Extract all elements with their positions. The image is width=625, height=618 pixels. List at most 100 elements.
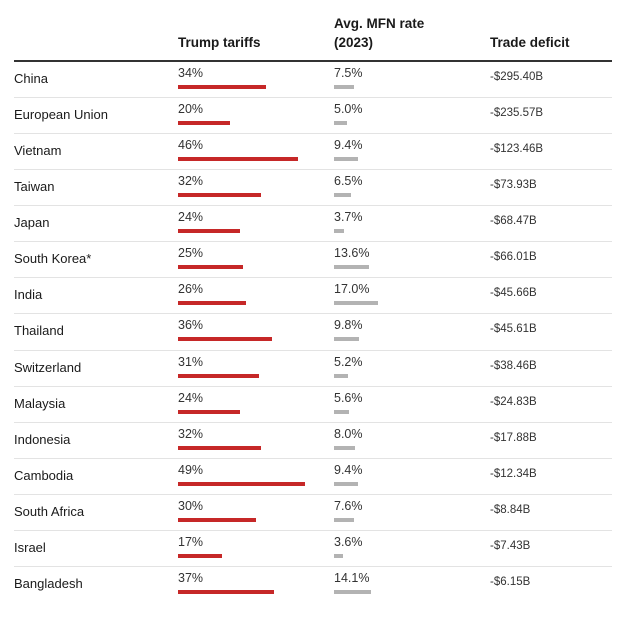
- table-row: Indonesia 32% 8.0% -$17.88B: [14, 423, 612, 459]
- table-row: Israel 17% 3.6% -$7.43B: [14, 531, 612, 567]
- country-name: Cambodia: [14, 467, 74, 483]
- country-name: Thailand: [14, 323, 64, 339]
- trade-deficit-value: -$7.43B: [490, 539, 531, 552]
- mfn-value-label: 7.6%: [334, 498, 363, 513]
- mfn-value-label: 5.6%: [334, 390, 363, 405]
- tariff-bar: [178, 229, 241, 234]
- trade-deficit-value: -$45.61B: [490, 323, 537, 336]
- mfn-bar: [334, 409, 349, 414]
- tariff-value-label: 24%: [178, 210, 204, 225]
- tariff-bar: [178, 589, 275, 594]
- table-row: Taiwan 32% 6.5% -$73.93B: [14, 170, 612, 207]
- tariff-bar: [178, 373, 259, 378]
- header-mfn-rate: Avg. MFN rate (2023): [334, 14, 424, 52]
- mfn-value-label: 17.0%: [334, 282, 370, 297]
- table-row: Japan 24% 3.7% -$68.47B: [14, 206, 612, 243]
- tariff-bar: [178, 121, 230, 126]
- country-name: Indonesia: [14, 431, 71, 447]
- mfn-bar: [334, 229, 344, 234]
- mfn-value-label: 7.5%: [334, 66, 363, 80]
- mfn-value-label: 5.2%: [334, 354, 363, 369]
- tariff-value-label: 32%: [178, 426, 204, 441]
- mfn-value-label: 5.0%: [334, 102, 363, 117]
- header-mfn-line2: (2023): [334, 35, 374, 50]
- trade-deficit-value: -$66.01B: [490, 251, 537, 264]
- header-trade-deficit: Trade deficit: [490, 35, 570, 50]
- tariff-value-label: 34%: [178, 66, 204, 80]
- tariff-value-label: 36%: [178, 318, 204, 333]
- mfn-value-label: 13.6%: [334, 246, 370, 261]
- tariff-value-label: 17%: [178, 534, 204, 549]
- mfn-value-label: 14.1%: [334, 570, 370, 585]
- table-row: Cambodia 49% 9.4% -$12.34B: [14, 459, 612, 495]
- mfn-value-label: 6.5%: [334, 174, 363, 189]
- country-name: Switzerland: [14, 359, 82, 375]
- header-trump-tariffs: Trump tariffs: [178, 35, 261, 50]
- trade-deficit-value: -$38.46B: [490, 359, 537, 372]
- mfn-value-label: 3.7%: [334, 210, 363, 225]
- table-row: Thailand 36% 9.8% -$45.61B: [14, 314, 612, 351]
- trade-deficit-value: -$12.34B: [490, 467, 537, 480]
- tariff-value-label: 32%: [178, 174, 204, 189]
- tariff-value-label: 26%: [178, 282, 204, 297]
- mfn-bar: [334, 193, 351, 198]
- table-row: European Union 20% 5.0% -$235.57B: [14, 98, 612, 135]
- tariff-bar: [178, 517, 256, 522]
- country-name: Taiwan: [14, 179, 55, 195]
- trade-deficit-value: -$295.40B: [490, 71, 544, 83]
- mfn-bar: [334, 337, 360, 342]
- mfn-bar: [334, 301, 379, 306]
- mfn-value-label: 8.0%: [334, 426, 363, 441]
- trade-deficit-value: -$24.83B: [490, 395, 537, 408]
- tariff-value-label: 25%: [178, 246, 204, 261]
- tariff-bar: [178, 85, 267, 89]
- table-row: Malaysia 24% 5.6% -$24.83B: [14, 387, 612, 423]
- table-row: China 34% 7.5% -$295.40B: [14, 62, 612, 99]
- table-row: South Korea* 25% 13.6% -$66.01B: [14, 242, 612, 279]
- tariff-bar: [178, 409, 241, 414]
- mfn-bar: [334, 481, 359, 486]
- table-header: Trump tariffs Avg. MFN rate (2023) Trade…: [14, 0, 612, 62]
- tariff-table: Trump tariffs Avg. MFN rate (2023) Trade…: [14, 0, 612, 603]
- mfn-bar: [334, 85, 354, 89]
- tariff-bar: [178, 337, 272, 342]
- tariff-value-label: 20%: [178, 102, 204, 117]
- trade-deficit-value: -$73.93B: [490, 179, 537, 192]
- trade-deficit-value: -$235.57B: [490, 107, 544, 120]
- tariff-bar: [178, 193, 262, 198]
- trade-deficit-value: -$17.88B: [490, 431, 537, 444]
- country-name: Japan: [14, 215, 50, 231]
- table-row: Bangladesh 37% 14.1% -$6.15B: [14, 567, 612, 603]
- tariff-bar: [178, 553, 223, 558]
- mfn-bar: [334, 121, 347, 126]
- country-name: China: [14, 71, 48, 86]
- mfn-bar: [334, 157, 359, 162]
- tariff-bar: [178, 301, 246, 306]
- trade-deficit-value: -$68.47B: [490, 215, 537, 228]
- tariff-value-label: 24%: [178, 390, 204, 405]
- mfn-value-label: 9.8%: [334, 318, 363, 333]
- country-name: South Korea*: [14, 251, 92, 267]
- tariff-bar: [178, 157, 298, 162]
- tariff-bar: [178, 481, 306, 486]
- mfn-value-label: 3.6%: [334, 534, 363, 549]
- table-row: South Africa 30% 7.6% -$8.84B: [14, 495, 612, 531]
- tariff-bar: [178, 265, 243, 270]
- country-name: India: [14, 287, 43, 303]
- mfn-bar: [334, 553, 344, 558]
- trade-deficit-value: -$8.84B: [490, 503, 531, 516]
- country-name: South Africa: [14, 503, 85, 519]
- table-row: Switzerland 31% 5.2% -$38.46B: [14, 351, 612, 387]
- tariff-value-label: 46%: [178, 138, 204, 153]
- table-body: China 34% 7.5% -$295.40B European Union 20% 5.…: [14, 62, 612, 603]
- mfn-bar: [334, 517, 354, 522]
- mfn-bar: [334, 373, 348, 378]
- mfn-bar: [334, 589, 371, 594]
- mfn-value-label: 9.4%: [334, 462, 363, 477]
- country-name: Malaysia: [14, 395, 66, 411]
- trade-deficit-value: -$123.46B: [490, 143, 544, 156]
- tariff-value-label: 31%: [178, 354, 204, 369]
- country-name: Israel: [14, 539, 46, 555]
- country-name: Bangladesh: [14, 575, 83, 591]
- table-row: Vietnam 46% 9.4% -$123.46B: [14, 134, 612, 171]
